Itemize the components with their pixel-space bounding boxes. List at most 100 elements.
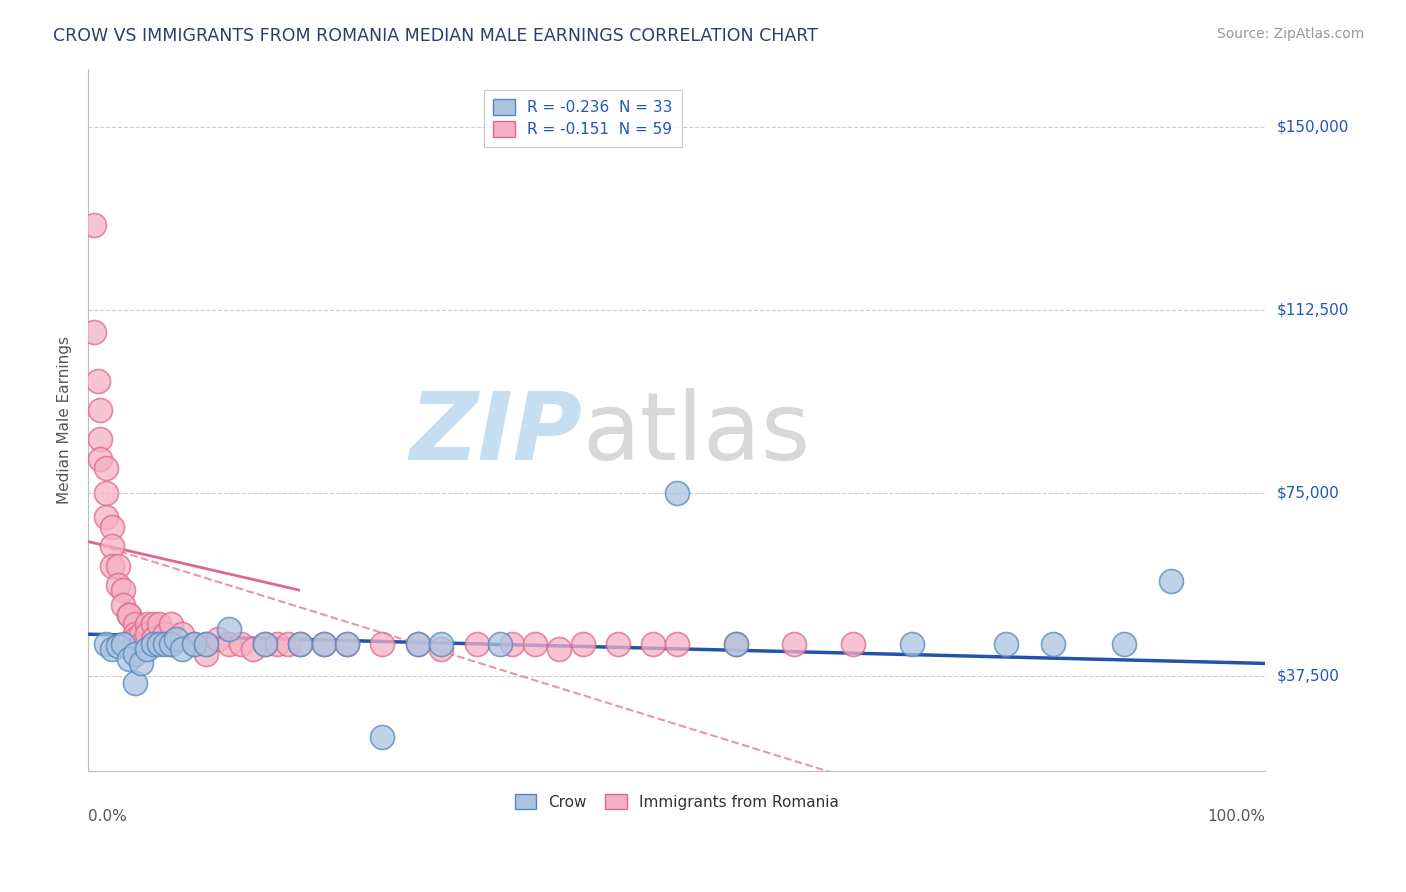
Point — [430, 637, 453, 651]
Point — [183, 637, 205, 651]
Point — [83, 218, 105, 232]
Point — [124, 627, 146, 641]
Point — [100, 540, 122, 554]
Point — [524, 637, 547, 651]
Point — [430, 641, 453, 656]
Legend: Crow, Immigrants from Romania: Crow, Immigrants from Romania — [509, 788, 845, 815]
Y-axis label: Median Male Earnings: Median Male Earnings — [58, 335, 72, 504]
Point — [172, 627, 194, 641]
Point — [183, 637, 205, 651]
Point — [159, 637, 181, 651]
Point — [371, 730, 394, 744]
Point — [118, 651, 141, 665]
Point — [83, 325, 105, 339]
Point — [165, 632, 187, 646]
Point — [94, 510, 117, 524]
Point — [489, 637, 512, 651]
Point — [124, 647, 146, 661]
Point — [1112, 637, 1135, 651]
Point — [100, 558, 122, 573]
Text: 100.0%: 100.0% — [1208, 809, 1265, 824]
Point — [231, 637, 253, 651]
Point — [124, 617, 146, 632]
Point — [172, 641, 194, 656]
Point — [242, 641, 264, 656]
Point — [86, 374, 108, 388]
Point — [277, 637, 299, 651]
Text: CROW VS IMMIGRANTS FROM ROMANIA MEDIAN MALE EARNINGS CORRELATION CHART: CROW VS IMMIGRANTS FROM ROMANIA MEDIAN M… — [53, 27, 818, 45]
Point — [266, 637, 288, 651]
Point — [606, 637, 628, 651]
Point — [207, 632, 229, 646]
Point — [112, 598, 135, 612]
Point — [571, 637, 593, 651]
Text: $112,500: $112,500 — [1277, 302, 1348, 318]
Point — [142, 637, 165, 651]
Point — [112, 637, 135, 651]
Point — [100, 641, 122, 656]
Point — [159, 617, 181, 632]
Point — [194, 637, 217, 651]
Point — [89, 432, 111, 446]
Point — [218, 622, 240, 636]
Point — [253, 637, 276, 651]
Point — [142, 632, 165, 646]
Point — [1160, 574, 1182, 588]
Point — [129, 637, 152, 651]
Point — [94, 485, 117, 500]
Point — [107, 640, 129, 654]
Point — [89, 451, 111, 466]
Text: Source: ZipAtlas.com: Source: ZipAtlas.com — [1216, 27, 1364, 41]
Point — [94, 637, 117, 651]
Point — [253, 637, 276, 651]
Point — [406, 637, 429, 651]
Point — [665, 637, 688, 651]
Point — [129, 627, 152, 641]
Point — [136, 617, 159, 632]
Point — [153, 627, 176, 641]
Point — [371, 637, 394, 651]
Point — [724, 637, 747, 651]
Point — [124, 632, 146, 646]
Point — [312, 637, 335, 651]
Point — [218, 637, 240, 651]
Point — [501, 637, 523, 651]
Point — [194, 637, 217, 651]
Text: $37,500: $37,500 — [1277, 668, 1340, 683]
Point — [124, 676, 146, 690]
Point — [118, 607, 141, 622]
Point — [995, 637, 1018, 651]
Point — [312, 637, 335, 651]
Point — [107, 558, 129, 573]
Text: ZIP: ZIP — [409, 388, 582, 480]
Point — [153, 637, 176, 651]
Point — [94, 461, 117, 475]
Point — [148, 637, 170, 651]
Point — [665, 485, 688, 500]
Point — [100, 520, 122, 534]
Point — [724, 637, 747, 651]
Point — [148, 617, 170, 632]
Point — [194, 647, 217, 661]
Point — [118, 607, 141, 622]
Point — [643, 637, 665, 651]
Text: 0.0%: 0.0% — [89, 809, 127, 824]
Point — [288, 637, 311, 651]
Point — [129, 657, 152, 671]
Point — [159, 637, 181, 651]
Point — [107, 578, 129, 592]
Point — [89, 402, 111, 417]
Point — [901, 637, 924, 651]
Point — [336, 637, 359, 651]
Point — [465, 637, 488, 651]
Text: $75,000: $75,000 — [1277, 485, 1339, 500]
Point — [136, 641, 159, 656]
Point — [336, 637, 359, 651]
Point — [1042, 637, 1064, 651]
Point — [406, 637, 429, 651]
Point — [288, 637, 311, 651]
Text: $150,000: $150,000 — [1277, 120, 1348, 135]
Point — [136, 627, 159, 641]
Text: atlas: atlas — [582, 388, 811, 480]
Point — [112, 583, 135, 598]
